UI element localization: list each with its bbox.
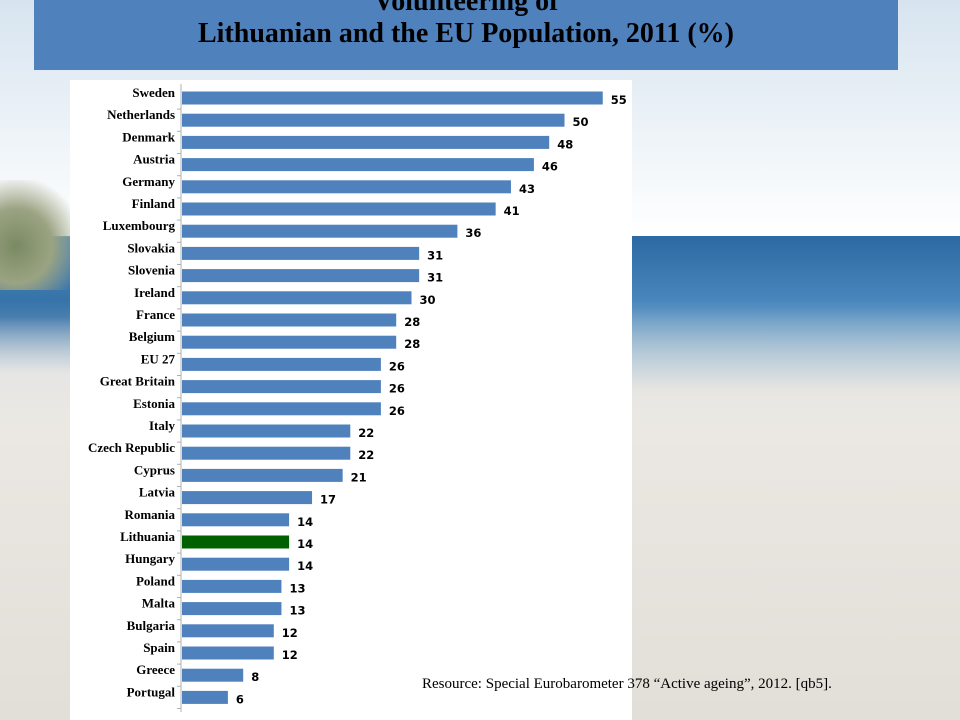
bar-malta (182, 602, 282, 616)
bar-eu-27 (182, 357, 381, 371)
category-label: Denmark (122, 129, 175, 144)
title-line-1: Volunteering of (373, 0, 559, 17)
bar-cyprus (182, 468, 343, 482)
bar-ireland (182, 291, 412, 305)
bar-germany (182, 180, 511, 194)
category-label: Latvia (139, 485, 176, 500)
value-label: 14 (297, 537, 313, 551)
category-label: Bulgaria (127, 618, 176, 633)
value-label: 22 (358, 426, 374, 440)
value-label: 28 (404, 337, 420, 351)
category-label: Romania (124, 507, 175, 522)
bar-belgium (182, 335, 397, 349)
category-label: Belgium (129, 329, 175, 344)
bar-bulgaria (182, 624, 274, 638)
bar-italy (182, 424, 351, 438)
category-label: EU 27 (141, 351, 176, 366)
bar-chart: Sweden 55 Netherlands 50 Denmark 48 Austria 46 G… (88, 84, 627, 712)
category-label: Lithuania (120, 529, 175, 544)
category-label: Netherlands (107, 107, 175, 122)
category-label: Greece (136, 662, 175, 677)
bar-slovakia (182, 246, 420, 260)
category-label: France (136, 307, 175, 322)
category-label: Great Britain (100, 374, 176, 389)
value-label: 8 (251, 670, 259, 684)
bar-romania (182, 513, 290, 527)
category-label: Luxembourg (103, 218, 176, 233)
value-label: 12 (282, 626, 298, 640)
bar-portugal (182, 690, 228, 704)
category-label: Spain (143, 640, 176, 655)
category-label: Portugal (127, 684, 176, 699)
value-label: 55 (611, 93, 627, 107)
value-label: 48 (557, 137, 573, 151)
category-label: Estonia (133, 396, 175, 411)
bar-luxembourg (182, 224, 458, 238)
bar-spain (182, 646, 274, 660)
bar-greece (182, 668, 244, 682)
bar-france (182, 313, 397, 327)
value-label: 46 (542, 160, 558, 174)
source-note: Resource: Special Eurobarometer 378 “Act… (422, 676, 832, 692)
bar-denmark (182, 135, 550, 149)
bar-sweden (182, 91, 603, 105)
bar-lithuania (182, 535, 290, 549)
value-label: 22 (358, 448, 374, 462)
bar-estonia (182, 402, 381, 416)
category-label: Malta (142, 596, 176, 611)
bar-great-britain (182, 380, 381, 394)
value-label: 41 (504, 204, 520, 218)
value-label: 6 (236, 692, 244, 706)
category-label: Hungary (125, 551, 175, 566)
category-label: Cyprus (134, 462, 175, 477)
value-label: 26 (389, 404, 405, 418)
value-label: 31 (427, 271, 443, 285)
bar-finland (182, 202, 496, 216)
category-label: Slovakia (127, 240, 175, 255)
value-label: 17 (320, 493, 336, 507)
category-label: Slovenia (128, 263, 175, 278)
category-label: Sweden (132, 85, 175, 100)
value-label: 21 (351, 470, 367, 484)
value-label: 43 (519, 182, 535, 196)
category-label: Germany (122, 174, 175, 189)
category-label: Italy (149, 418, 176, 433)
value-label: 28 (404, 315, 420, 329)
value-label: 13 (289, 604, 305, 618)
title-line-2: Lithuanian and the EU Population, 2011 (… (197, 18, 735, 49)
value-label: 13 (289, 581, 305, 595)
category-label: Czech Republic (88, 440, 175, 455)
chart-panel: Sweden 55 Netherlands 50 Denmark 48 Austria 46 G… (70, 80, 632, 720)
value-label: 31 (427, 248, 443, 262)
value-label: 12 (282, 648, 298, 662)
value-label: 14 (297, 515, 313, 529)
category-label: Finland (132, 196, 176, 211)
bar-austria (182, 158, 534, 172)
bar-poland (182, 579, 282, 593)
bar-czech-republic (182, 446, 351, 460)
category-label: Poland (136, 573, 176, 588)
background-dune (0, 180, 80, 290)
category-label: Ireland (134, 285, 176, 300)
value-label: 14 (297, 559, 313, 573)
bar-netherlands (182, 113, 565, 127)
bar-latvia (182, 491, 313, 505)
bar-hungary (182, 557, 290, 571)
category-label: Austria (133, 152, 175, 167)
value-label: 26 (389, 359, 405, 373)
value-label: 50 (573, 115, 589, 129)
value-label: 26 (389, 382, 405, 396)
value-label: 30 (420, 293, 436, 307)
title-banner: Volunteering of Lithuanian and the EU Po… (34, 0, 898, 70)
bar-slovenia (182, 269, 420, 283)
value-label: 36 (465, 226, 481, 240)
